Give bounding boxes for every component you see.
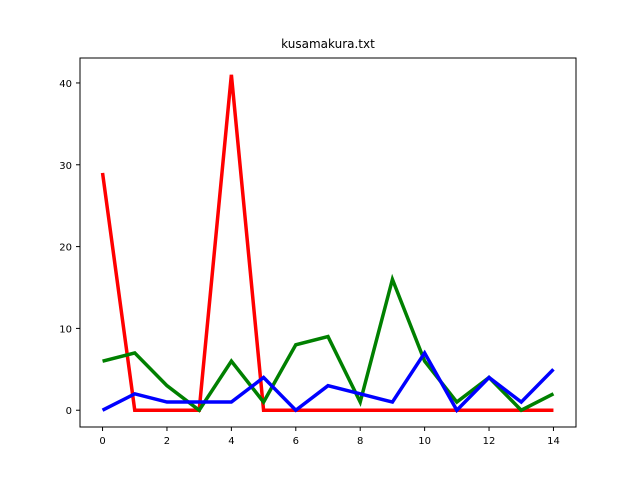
x-tick-label: 12	[483, 436, 496, 447]
y-tick-label: 0	[66, 406, 72, 417]
x-tick-label: 2	[164, 436, 170, 447]
plot-frame	[79, 57, 577, 428]
y-tick-label: 40	[59, 79, 72, 90]
x-tick-label: 6	[293, 436, 299, 447]
y-tick-label: 30	[59, 161, 72, 172]
x-tick-label: 10	[418, 436, 431, 447]
x-tick-label: 8	[357, 436, 363, 447]
y-tick-label: 10	[59, 324, 72, 335]
x-tick-label: 4	[228, 436, 234, 447]
series-line-2	[101, 349, 555, 414]
series-layer	[100, 74, 555, 414]
x-axis: 0 2 4 6 8 10 12 14	[99, 427, 560, 447]
chart-title: kusamakura.txt	[281, 37, 375, 51]
x-tick-label: 0	[99, 436, 105, 447]
series-line-0	[100, 74, 554, 412]
x-tick-label: 14	[547, 436, 560, 447]
y-axis: 0 10 20 30 40	[59, 79, 80, 417]
y-tick-label: 20	[59, 243, 72, 254]
series-line-1	[102, 273, 555, 413]
